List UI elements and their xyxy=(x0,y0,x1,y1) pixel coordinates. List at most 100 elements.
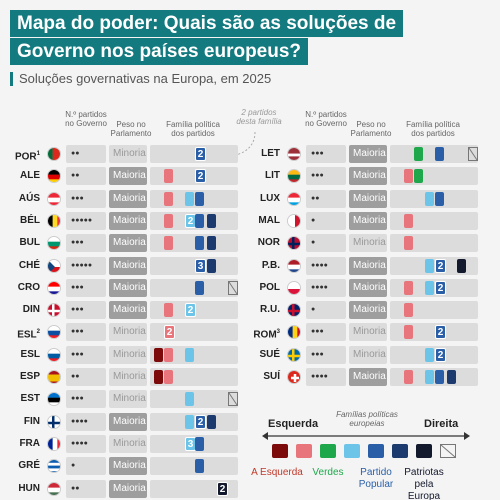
family-chip xyxy=(195,191,204,206)
family-chip xyxy=(457,258,466,273)
country-code: BÉL xyxy=(2,212,40,230)
family-strip xyxy=(150,390,238,409)
family-chip xyxy=(425,370,434,384)
country-name: ROM xyxy=(253,329,277,341)
legend-chip-gue xyxy=(272,444,288,458)
family-chip xyxy=(404,213,413,228)
header-parties-left: N.º partidos no Governo xyxy=(65,110,107,128)
party-count: ●●●●● xyxy=(66,211,106,230)
family-strip xyxy=(150,345,238,364)
country-code: GRÉ xyxy=(2,457,40,475)
legend-no-family-icon xyxy=(440,444,456,458)
chart-subtitle: Soluções governativas na Europa, em 2025 xyxy=(10,72,271,86)
family-chip xyxy=(164,213,173,228)
family-strip: 2 xyxy=(390,256,478,275)
legend-chip-renew xyxy=(344,444,360,458)
country-code: CRO xyxy=(2,279,40,297)
country-flag-icon xyxy=(287,236,301,251)
family-strip: 2 xyxy=(150,479,238,498)
party-count: ●●● xyxy=(66,345,106,364)
country-flag-icon xyxy=(287,147,301,161)
party-count: ●● xyxy=(66,368,106,386)
country-flag-icon xyxy=(287,370,301,384)
country-flag-icon xyxy=(47,347,61,362)
country-flag-icon xyxy=(287,258,301,273)
country-name: BUL xyxy=(19,237,40,249)
country-flag-icon xyxy=(287,169,301,184)
parliament-weight: Maioria xyxy=(109,479,147,498)
family-strip: 2 xyxy=(150,301,238,320)
parliament-weight: Minoria xyxy=(349,323,387,342)
family-chip xyxy=(154,347,163,362)
legend-chip-sd xyxy=(296,444,312,458)
country-flag-icon xyxy=(287,280,301,295)
country-name: ESL xyxy=(20,348,40,360)
footnote-mark: 3 xyxy=(276,329,280,336)
country-code: ESL2 xyxy=(2,323,40,341)
family-chip xyxy=(425,191,434,206)
family-strip xyxy=(150,368,238,386)
family-chip xyxy=(154,370,163,384)
country-name: P.B. xyxy=(261,259,280,271)
country-flag-icon xyxy=(47,213,61,228)
family-chip: 2 xyxy=(195,414,206,429)
family-chip xyxy=(435,147,444,161)
country-name: CHÉ xyxy=(18,259,40,271)
country-flag-icon xyxy=(47,303,61,318)
table-row: EST ●●● Minoria xyxy=(0,390,240,409)
family-chip xyxy=(414,169,423,184)
party-count: ●●● xyxy=(66,234,106,253)
table-row: ESP ●● Minoria xyxy=(0,368,240,386)
family-chip xyxy=(435,370,444,384)
party-count: ●●● xyxy=(66,323,106,342)
country-code: DIN xyxy=(2,301,40,319)
parliament-weight: Minoria xyxy=(109,368,147,386)
no-family-icon xyxy=(228,392,238,407)
table-row: SUÍ ●●●● Maioria xyxy=(240,368,480,386)
family-chip: 2 xyxy=(435,258,446,273)
family-strip: 2 xyxy=(150,211,238,230)
country-flag-icon xyxy=(47,147,61,161)
family-strip xyxy=(150,278,238,297)
country-code: AÚS xyxy=(2,190,40,208)
legend-chip-pfe xyxy=(416,444,432,458)
legend-chip-epp xyxy=(368,444,384,458)
table-row: LET ●●● Maioria xyxy=(240,145,480,163)
table-row: LIT ●●● Maioria xyxy=(240,167,480,186)
country-code: FIN xyxy=(2,413,40,431)
party-count: ●●● xyxy=(66,278,106,297)
party-count: ● xyxy=(66,457,106,476)
country-name: POR xyxy=(14,151,37,163)
parliament-weight: Maioria xyxy=(349,211,387,230)
parliament-weight: Minoria xyxy=(109,323,147,342)
party-count: ● xyxy=(306,234,346,253)
family-chip: 3 xyxy=(195,258,206,273)
family-strip: 3 xyxy=(150,434,238,453)
family-strip xyxy=(390,234,478,253)
family-chip xyxy=(195,213,204,228)
country-flag-icon xyxy=(287,303,301,318)
country-name: BÉL xyxy=(20,214,40,226)
table-row: BÉL ●●●●● Maioria 2 xyxy=(0,211,240,230)
parliament-weight: Minoria xyxy=(109,345,147,364)
country-code: ALE xyxy=(2,167,40,185)
table-row: MAL ● Maioria xyxy=(240,211,480,230)
country-flag-icon xyxy=(47,236,61,251)
table-row: ALE ●● Maioria 2 xyxy=(0,167,240,186)
party-count: ●● xyxy=(66,167,106,186)
family-chip xyxy=(164,370,173,384)
country-name: HUN xyxy=(18,482,40,494)
table-row: FRA ●●●● Minoria 3 xyxy=(0,434,240,453)
chart-title-line2: Governo nos países europeus? xyxy=(10,38,309,65)
family-chip xyxy=(164,191,173,206)
family-strip xyxy=(150,234,238,253)
country-flag-icon xyxy=(287,213,301,228)
family-strip: 3 xyxy=(150,256,238,275)
header-weight-right: Peso no Parlamento xyxy=(350,120,392,138)
parliament-weight: Minoria xyxy=(109,434,147,453)
country-name: DIN xyxy=(22,304,40,316)
country-flag-icon xyxy=(287,191,301,206)
parliament-weight: Minoria xyxy=(109,145,147,163)
country-flag-icon xyxy=(47,258,61,273)
country-name: SUÍ xyxy=(263,371,280,382)
